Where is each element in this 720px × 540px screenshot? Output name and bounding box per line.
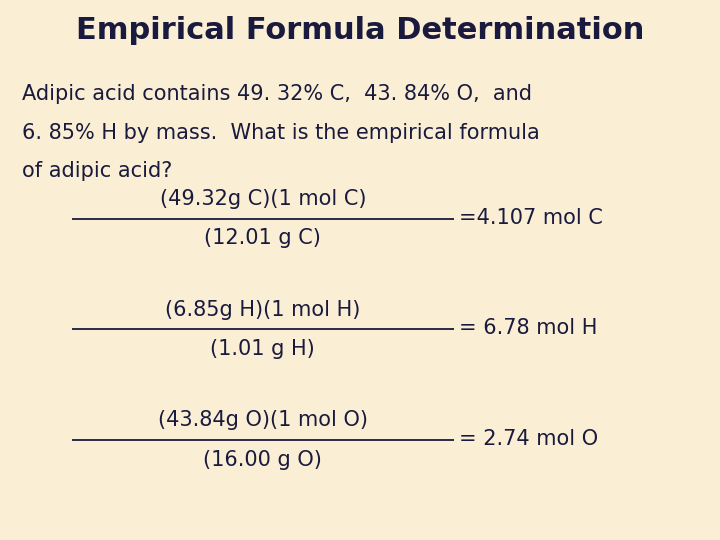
Text: (16.00 g O): (16.00 g O) [203,450,323,470]
Text: (49.32g C)(1 mol C): (49.32g C)(1 mol C) [160,189,366,209]
Text: 6. 85% H by mass.  What is the empirical formula: 6. 85% H by mass. What is the empirical … [22,123,539,143]
Text: (43.84g O)(1 mol O): (43.84g O)(1 mol O) [158,410,368,430]
Text: (12.01 g C): (12.01 g C) [204,228,321,248]
Text: = 6.78 mol H: = 6.78 mol H [459,318,598,339]
Text: Adipic acid contains 49. 32% C,  43. 84% O,  and: Adipic acid contains 49. 32% C, 43. 84% … [22,84,531,104]
Text: =4.107 mol C: =4.107 mol C [459,207,603,228]
Text: (6.85g H)(1 mol H): (6.85g H)(1 mol H) [165,300,361,320]
Text: (1.01 g H): (1.01 g H) [210,339,315,359]
Text: = 2.74 mol O: = 2.74 mol O [459,429,598,449]
Text: Empirical Formula Determination: Empirical Formula Determination [76,16,644,45]
Text: of adipic acid?: of adipic acid? [22,161,172,181]
